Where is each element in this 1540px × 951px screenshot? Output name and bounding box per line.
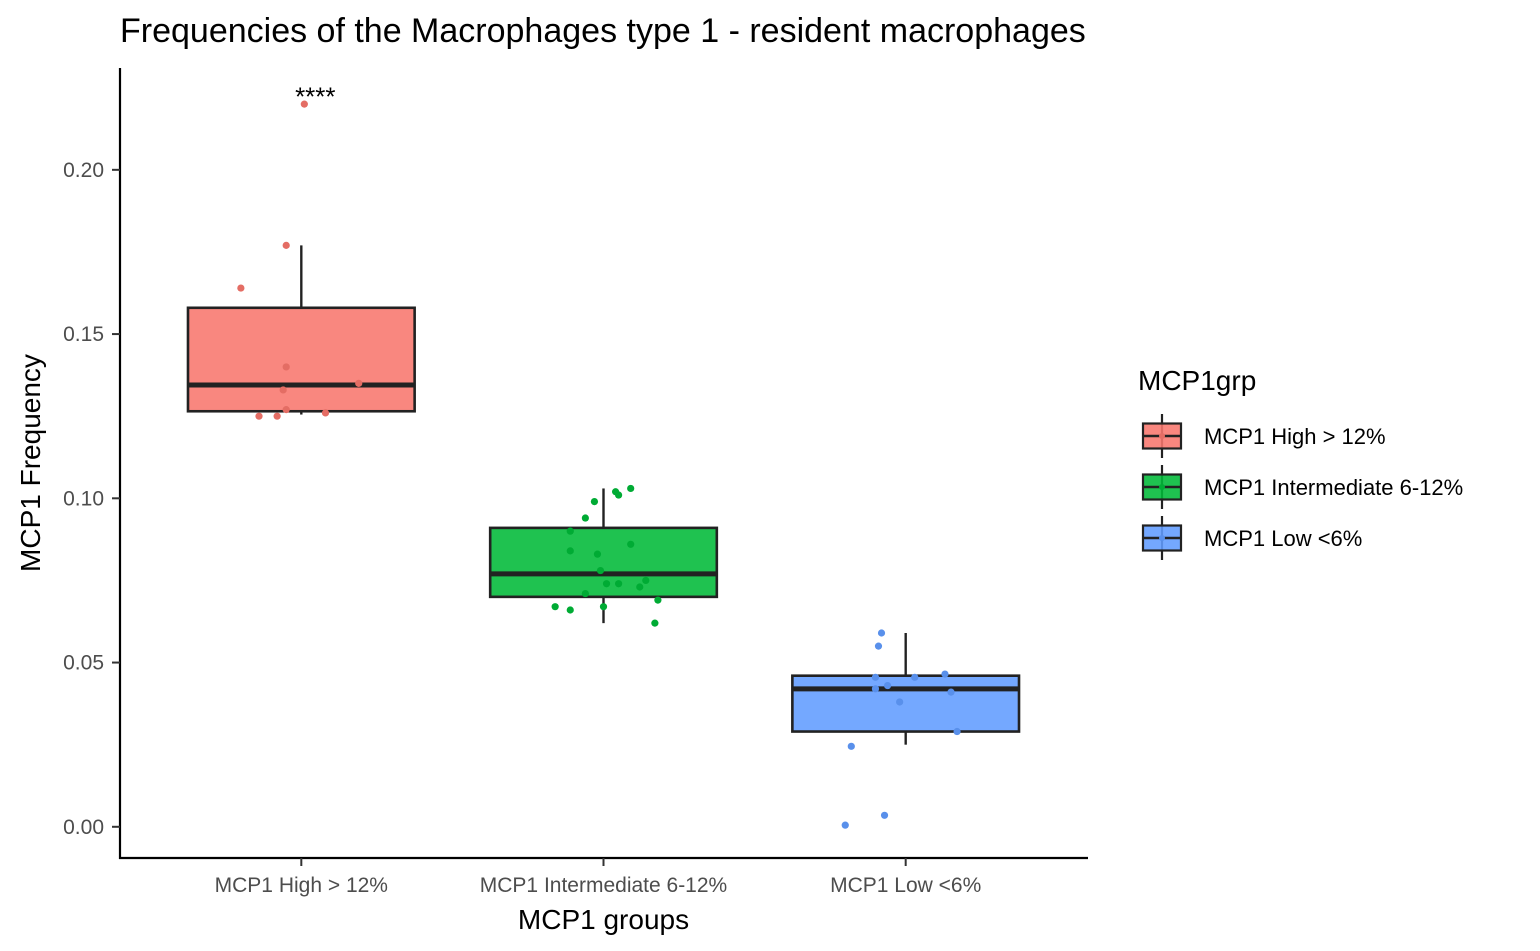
- data-point: [847, 742, 855, 750]
- x-axis-title: MCP1 groups: [518, 904, 689, 935]
- data-point: [551, 603, 559, 611]
- data-point: [282, 363, 290, 371]
- legend-item-1: MCP1 High > 12%: [1141, 414, 1386, 458]
- legend-title: MCP1grp: [1138, 365, 1256, 396]
- data-point: [581, 514, 589, 522]
- data-point: [871, 685, 880, 693]
- data-point: [566, 547, 574, 555]
- legend: MCP1grp MCP1 High > 12% MCP1 Intermediate…: [1138, 365, 1463, 560]
- data-point: [282, 406, 290, 414]
- legend-label: MCP1 Low <6%: [1204, 526, 1362, 551]
- legend-key-point: [1159, 535, 1165, 541]
- data-point: [953, 727, 961, 736]
- data-point: [871, 673, 880, 681]
- legend-items: MCP1 High > 12% MCP1 Intermediate 6-12% MC…: [1141, 414, 1463, 560]
- data-point: [941, 670, 949, 678]
- y-tick-label: 0.00: [63, 816, 104, 839]
- data-point: [581, 589, 589, 598]
- data-point: [883, 681, 892, 690]
- data-point: [615, 580, 623, 588]
- data-point: [566, 527, 574, 535]
- data-point: [602, 580, 611, 588]
- data-point: [627, 484, 635, 493]
- x-tick-label: MCP1 Low <6%: [830, 874, 981, 897]
- data-point: [841, 821, 849, 829]
- box-group-2: [488, 484, 719, 627]
- data-point: [654, 596, 662, 604]
- box: [186, 306, 416, 413]
- x-tick-label: MCP1 High > 12%: [215, 874, 388, 897]
- y-tick-label: 0.20: [63, 159, 104, 182]
- data-point: [593, 550, 602, 558]
- x-ticks: MCP1 High > 12% MCP1 Intermediate 6-12% MC…: [215, 858, 981, 897]
- data-point: [642, 576, 650, 585]
- legend-item-3: MCP1 Low <6%: [1141, 516, 1362, 560]
- data-point: [874, 642, 883, 650]
- data-point: [877, 629, 886, 637]
- data-point: [599, 603, 608, 611]
- y-tick-label: 0.05: [63, 652, 104, 675]
- data-point: [880, 811, 889, 819]
- data-point: [566, 606, 574, 614]
- data-point: [355, 379, 363, 387]
- data-point: [237, 284, 245, 292]
- data-point: [627, 540, 635, 548]
- legend-label: MCP1 Intermediate 6-12%: [1204, 475, 1463, 500]
- data-point: [596, 566, 605, 575]
- box-group-3: [791, 629, 1021, 829]
- data-point: [321, 409, 330, 417]
- data-point: [590, 497, 599, 506]
- data-point: [279, 386, 287, 394]
- y-axis-title: MCP1 Frequency: [15, 354, 46, 572]
- data-point: [896, 698, 904, 706]
- plot-area: ****: [186, 82, 1021, 829]
- box: [791, 674, 1021, 733]
- data-point: [255, 412, 263, 420]
- legend-label: MCP1 High > 12%: [1204, 424, 1386, 449]
- data-point: [282, 241, 290, 249]
- y-tick-label: 0.10: [63, 487, 104, 510]
- significance-annotation: ****: [295, 82, 335, 112]
- data-point: [911, 673, 919, 681]
- data-point: [651, 619, 659, 627]
- box: [488, 526, 719, 599]
- axes: 0.000.050.100.150.20 MCP1 High > 12% MCP1…: [63, 68, 1088, 897]
- legend-item-2: MCP1 Intermediate 6-12%: [1141, 465, 1463, 509]
- y-ticks: 0.00 0.05 0.10 0.15 0.20: [63, 159, 120, 839]
- chart-title: Frequencies of the Macrophages type 1 - …: [120, 12, 1086, 50]
- y-tick-label: 0.15: [63, 323, 104, 346]
- data-point: [300, 100, 308, 108]
- data-point: [273, 412, 281, 420]
- x-tick-label: MCP1 Intermediate 6-12%: [480, 874, 727, 897]
- box-group-1: [186, 100, 416, 420]
- data-point: [615, 491, 623, 499]
- data-point: [947, 688, 955, 696]
- data-point: [636, 583, 644, 591]
- legend-key-point: [1159, 433, 1165, 439]
- legend-key-point: [1159, 484, 1165, 490]
